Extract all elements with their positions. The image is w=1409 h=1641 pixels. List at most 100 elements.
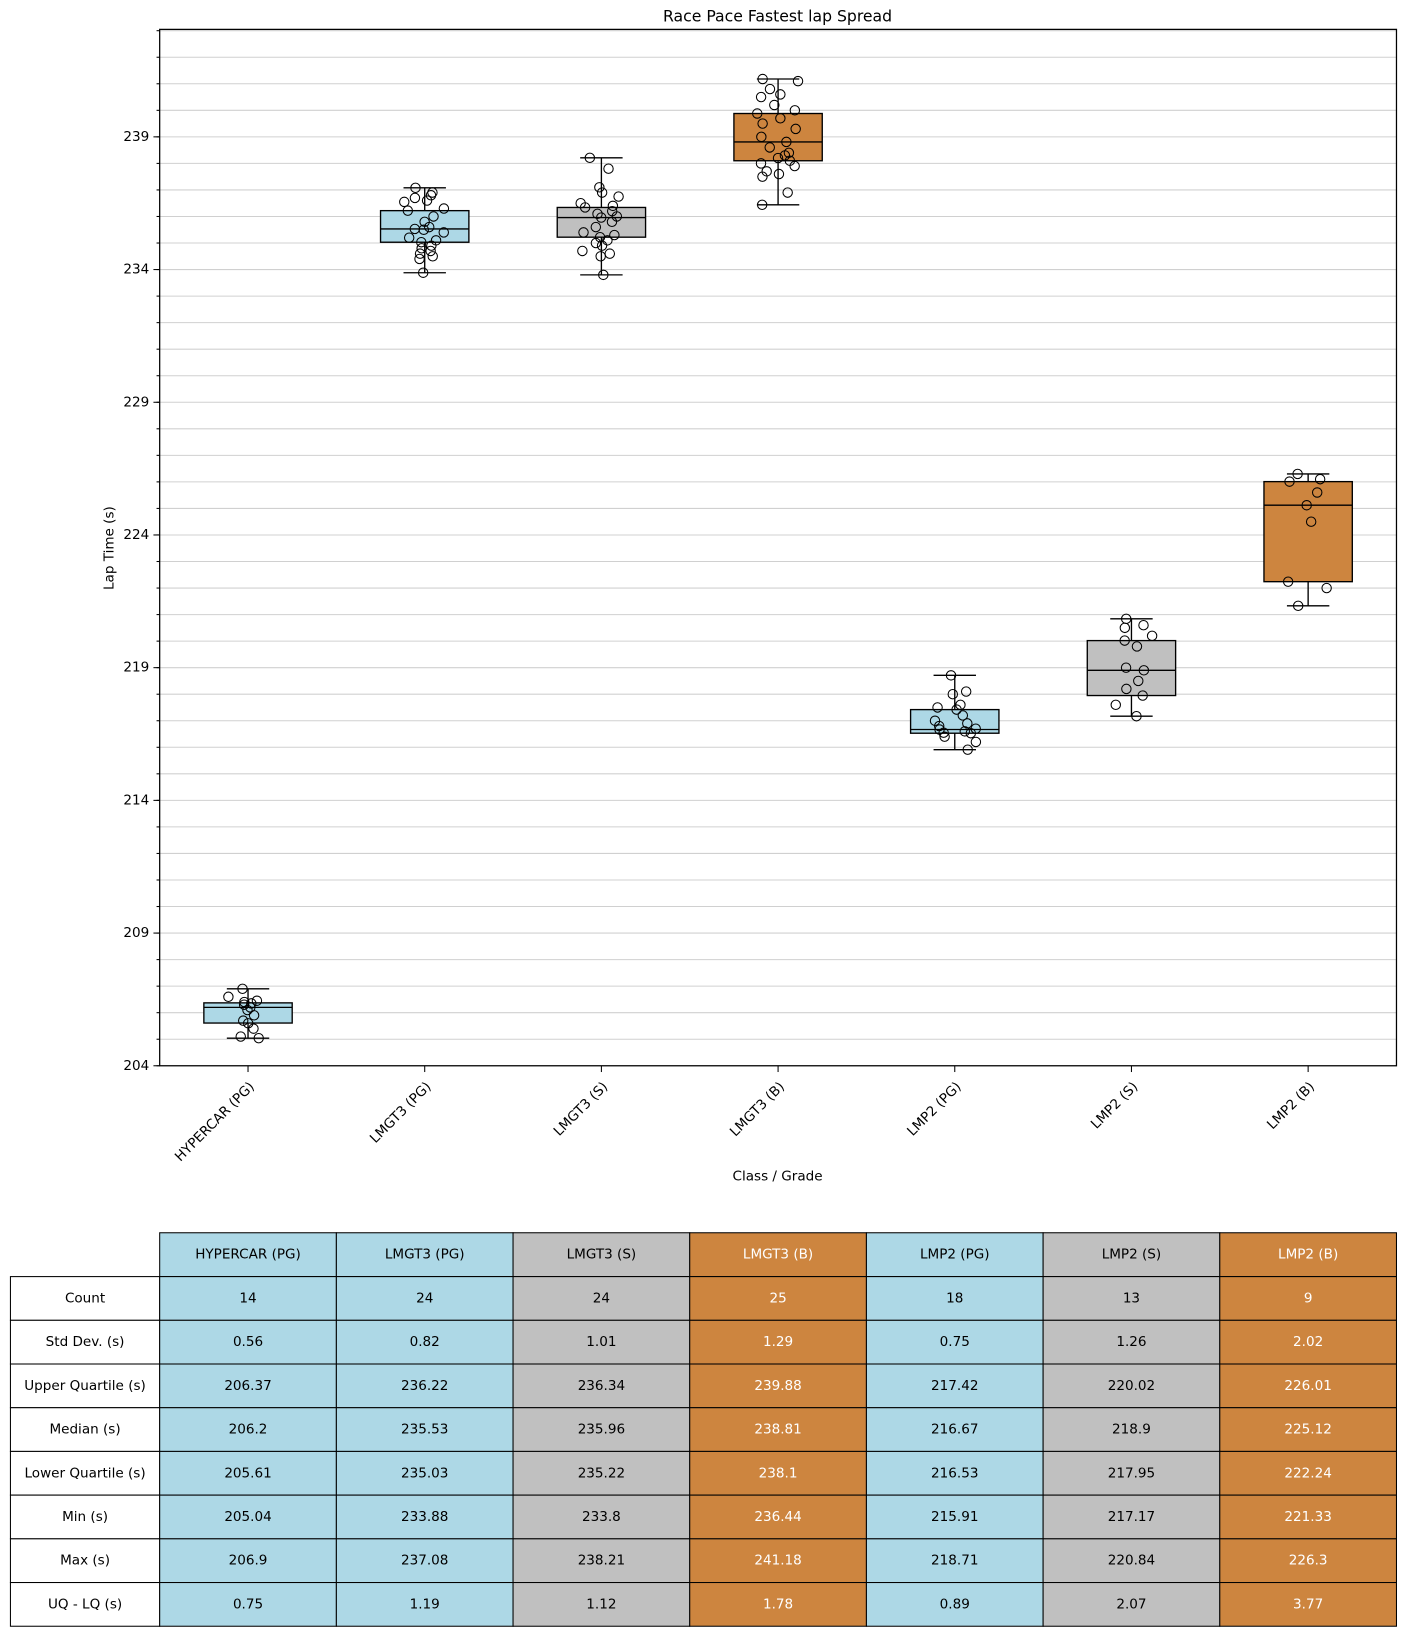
data-point <box>947 688 959 700</box>
table-value: 206.37 <box>224 1378 271 1394</box>
table-value: 9 <box>1304 1290 1313 1306</box>
table-cell <box>689 1582 867 1627</box>
data-point <box>603 163 614 174</box>
data-point <box>410 182 421 194</box>
table-value: 1.12 <box>586 1596 616 1612</box>
table-cell <box>689 1538 867 1584</box>
table-cell <box>689 1407 867 1452</box>
table-value: 217.42 <box>931 1378 978 1394</box>
table-cell <box>865 1494 1044 1540</box>
data-point <box>773 168 785 180</box>
table-cell <box>512 1363 691 1409</box>
table-value: 218.9 <box>1112 1422 1151 1438</box>
data-point <box>945 670 957 681</box>
data-point <box>1138 619 1149 631</box>
table-cell <box>865 1363 1044 1409</box>
data-point <box>1131 711 1142 722</box>
table-cell <box>865 1319 1044 1365</box>
table-value: 225.12 <box>1284 1422 1331 1438</box>
table-value: 1.29 <box>763 1334 793 1350</box>
table-value: 217.95 <box>1108 1465 1155 1481</box>
table-value: 221.33 <box>1284 1509 1331 1525</box>
table-value: 235.53 <box>401 1422 448 1438</box>
data-point <box>1121 683 1132 695</box>
table-cell <box>512 1407 691 1452</box>
table-cell <box>159 1319 337 1365</box>
data-point <box>1138 665 1150 676</box>
data-point <box>790 123 801 135</box>
table-value: 205.61 <box>224 1465 271 1481</box>
table-value: 3.77 <box>1293 1596 1323 1612</box>
table-value: 235.22 <box>578 1465 625 1481</box>
table-row-label: Max (s) <box>60 1553 110 1569</box>
table-value: 24 <box>593 1290 610 1306</box>
x-tick-label: LMP2 (B) <box>1264 1079 1318 1133</box>
data-point <box>428 211 439 222</box>
data-point <box>1321 582 1332 594</box>
data-point <box>242 1018 254 1029</box>
data-point <box>938 727 949 738</box>
table-cell <box>1042 1363 1221 1409</box>
box <box>733 112 823 162</box>
data-point <box>602 235 613 246</box>
x-tick-label: LMP2 (S) <box>1088 1079 1141 1132</box>
data-point <box>399 196 410 208</box>
table-value: 233.88 <box>401 1509 448 1525</box>
plot-frame <box>159 28 1398 1067</box>
data-point <box>764 83 776 95</box>
data-point <box>1133 675 1144 687</box>
data-point <box>755 158 767 169</box>
table-cell <box>1042 1407 1221 1452</box>
data-point <box>613 191 624 202</box>
table-row-label-cell <box>9 1407 161 1452</box>
data-point <box>590 237 602 249</box>
table-value: 0.82 <box>410 1334 440 1350</box>
table-value: 205.04 <box>224 1509 271 1525</box>
table-row-label: Median (s) <box>49 1422 120 1438</box>
table-value: 220.02 <box>1108 1378 1155 1394</box>
data-point <box>962 744 973 755</box>
table-cell <box>1219 1407 1397 1452</box>
data-point <box>959 726 970 737</box>
x-tick-label: HYPERCAR (PG) <box>172 1079 258 1165</box>
table-value: 236.34 <box>578 1378 625 1394</box>
table-value: 237.08 <box>401 1553 448 1569</box>
table-value: 235.96 <box>578 1422 625 1438</box>
table-header: HYPERCAR (PG) <box>195 1247 301 1263</box>
data-point <box>960 686 972 697</box>
table-value: 13 <box>1123 1290 1140 1306</box>
table-header: LMP2 (S) <box>1102 1247 1162 1263</box>
table-header-cell <box>689 1232 867 1278</box>
data-point <box>596 187 608 198</box>
data-point <box>590 221 602 233</box>
table-cell <box>1219 1363 1397 1409</box>
table-cell <box>335 1276 514 1321</box>
table-value: 236.22 <box>401 1378 448 1394</box>
data-point <box>951 704 962 715</box>
table-value: 226.01 <box>1284 1378 1331 1394</box>
table-cell <box>865 1407 1044 1452</box>
table-value: 1.01 <box>586 1334 616 1350</box>
table-cell <box>512 1494 691 1540</box>
table-value: 238.81 <box>754 1422 801 1438</box>
table-cell <box>1219 1450 1397 1496</box>
data-point <box>1119 635 1130 646</box>
table-value: 206.9 <box>229 1553 268 1569</box>
table-header-cell <box>1042 1232 1221 1278</box>
data-point <box>253 1032 264 1044</box>
table-value: 2.07 <box>1116 1596 1146 1612</box>
table-cell <box>335 1363 514 1409</box>
table-header: LMP2 (B) <box>1278 1247 1338 1263</box>
data-point <box>248 1010 260 1021</box>
table-cell <box>335 1450 514 1496</box>
x-tick-label: LMGT3 (B) <box>727 1079 788 1140</box>
table-value: 1.78 <box>763 1596 793 1612</box>
data-point <box>1292 468 1303 480</box>
table-value: 25 <box>769 1290 786 1306</box>
table-row-label-cell <box>9 1582 161 1627</box>
data-point <box>1305 516 1317 527</box>
data-point <box>598 269 609 281</box>
table-cell <box>1042 1319 1221 1365</box>
data-point <box>595 251 606 262</box>
